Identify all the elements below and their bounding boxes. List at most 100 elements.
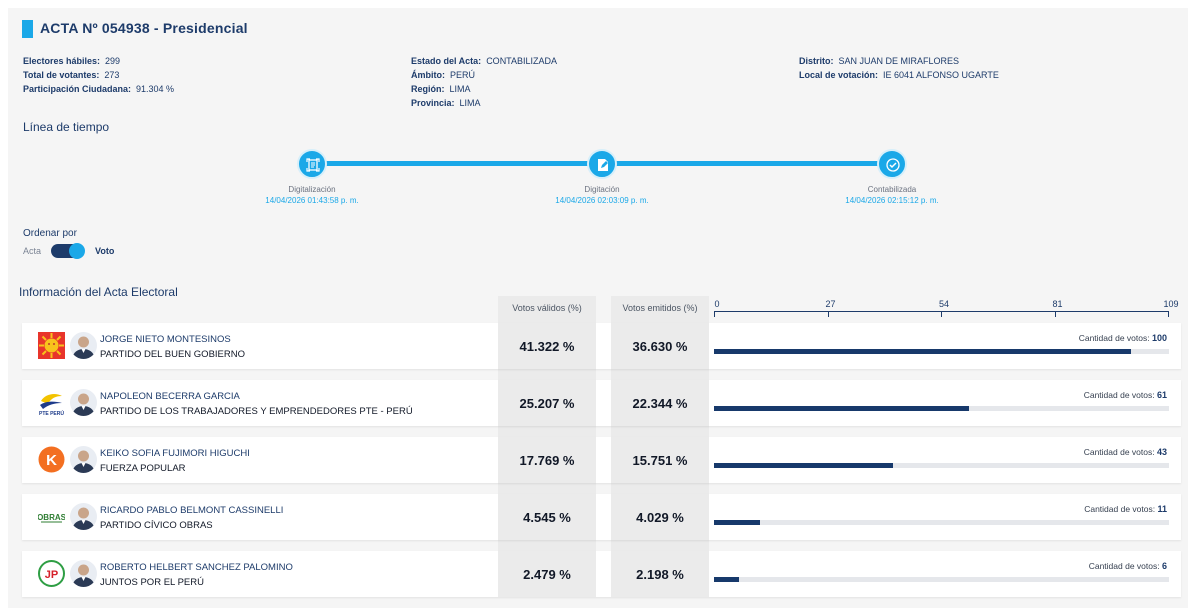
votes-bar-track — [714, 349, 1169, 354]
axis-tick-label: 54 — [938, 299, 950, 309]
candidate-name[interactable]: ROBERTO HELBERT SANCHEZ PALOMINO — [100, 562, 293, 573]
scan-document-icon — [306, 158, 320, 172]
info-row: Electores hábiles: 299 — [23, 56, 121, 66]
svg-text:OBRAS: OBRAS — [38, 513, 65, 522]
valid-percent: 2.479 % — [523, 567, 571, 582]
pte-party-logo: PTE PERÚ — [39, 393, 64, 417]
party-name: FUERZA POPULAR — [100, 463, 186, 474]
sort-option-voto[interactable]: Voto — [95, 246, 115, 256]
candidate-name[interactable]: KEIKO SOFIA FUJIMORI HIGUCHI — [100, 448, 250, 459]
info-row: Ámbito: PERÚ — [411, 70, 476, 80]
title-accent — [22, 20, 33, 38]
votes-bar — [714, 577, 740, 582]
emitted-cell-bg — [611, 551, 709, 597]
candidate-photo-icon — [72, 393, 95, 416]
info-row: Estado del Acta: CONTABILIZADA — [411, 56, 558, 66]
info-row: Distrito: SAN JUAN DE MIRAFLORES — [799, 56, 960, 66]
sort-option-acta[interactable]: Acta — [23, 246, 42, 256]
votes-bar-track — [714, 406, 1169, 411]
candidate-row[interactable]: PTE PERÚ NAPOLEON BECERRA GARCIA PARTIDO D… — [22, 380, 1181, 426]
votes-bar — [714, 406, 969, 411]
toggle-knob — [69, 243, 85, 259]
party-logo: OBRAS — [37, 503, 67, 530]
votes-count: Cantidad de votos: 11 — [1084, 504, 1167, 514]
info-row: Provincia: LIMA — [411, 98, 481, 108]
info-row: Participación Ciudadana: 91.304 % — [23, 84, 175, 94]
candidate-photo-icon — [72, 564, 95, 587]
party-logo: PTE PERÚ — [38, 389, 65, 417]
sort-label: Ordenar por — [23, 228, 77, 239]
candidate-name[interactable]: JORGE NIETO MONTESINOS — [100, 334, 231, 345]
col-header-emitted: Votos emitidos (%) — [622, 303, 698, 313]
svg-text:JP: JP — [45, 569, 58, 581]
candidate-row[interactable]: OBRAS RICARDO PABLO BELMONT CASSINELLI PAR… — [22, 494, 1181, 540]
svg-text:K: K — [46, 452, 57, 469]
timeline-title: Línea de tiempo — [23, 120, 110, 134]
timeline-step-digitacion — [587, 149, 617, 179]
votes-bar-track — [714, 577, 1169, 582]
emitted-percent: 4.029 % — [636, 510, 684, 525]
emitted-percent: 36.630 % — [632, 339, 688, 354]
votes-count: Cantidad de votos: 61 — [1083, 390, 1167, 400]
timeline-label-1: Digitalización 14/04/2026 01:43:58 p. m. — [265, 185, 359, 205]
col-header-valid: Votos válidos (%) — [512, 303, 582, 313]
info-column-2: Estado del Acta: CONTABILIZADA Ámbito: PER… — [411, 54, 557, 110]
info-row: Local de votación: IE 6041 ALFONSO UGARTE — [799, 70, 999, 80]
timeline-step-contabilizada — [877, 149, 907, 179]
sort-toggle[interactable] — [51, 243, 85, 259]
emitted-cell-bg — [611, 380, 709, 426]
votes-count: Cantidad de votos: 6 — [1088, 561, 1167, 571]
party-name: JUNTOS POR EL PERÚ — [100, 577, 204, 588]
candidate-row[interactable]: JP ROBERTO HELBERT SANCHEZ PALOMINO JUNTOS… — [22, 551, 1181, 597]
party-logo: K — [38, 446, 65, 473]
valid-percent: 25.207 % — [519, 396, 575, 411]
timeline-label-2: Digitación 14/04/2026 02:03:09 p. m. — [555, 185, 649, 205]
axis-tick — [714, 311, 715, 317]
valid-percent: 41.322 % — [519, 339, 575, 354]
info-column-3: Distrito: SAN JUAN DE MIRAFLORES Local de… — [799, 54, 999, 82]
emitted-cell-bg — [611, 437, 709, 483]
axis-tick-label: 0 — [714, 299, 720, 309]
info-row: Total de votantes: 273 — [23, 70, 120, 80]
votes-bar — [714, 349, 1132, 354]
edit-document-icon — [598, 159, 608, 171]
votes-bar — [714, 520, 760, 525]
candidate-photo — [70, 446, 97, 473]
axis-tick — [1168, 311, 1169, 317]
valid-percent: 17.769 % — [519, 453, 575, 468]
emitted-cell-bg — [611, 494, 709, 540]
valid-cell-bg — [498, 494, 596, 540]
votes-bar-track — [714, 463, 1169, 468]
info-row: Región: LIMA — [411, 84, 471, 94]
axis-tick-label: 27 — [825, 299, 836, 309]
emitted-percent: 15.751 % — [632, 453, 688, 468]
obras-party-logo: OBRAS — [37, 513, 67, 523]
candidate-name[interactable]: NAPOLEON BECERRA GARCIA — [100, 391, 240, 402]
candidate-photo-icon — [72, 336, 95, 359]
candidate-photo — [70, 389, 97, 416]
jp-party-logo: JP — [38, 560, 65, 587]
candidate-row[interactable]: JORGE NIETO MONTESINOS PARTIDO DEL BUEN G… — [22, 323, 1181, 369]
party-name: PARTIDO CÍVICO OBRAS — [100, 520, 213, 531]
results-title: Información del Acta Electoral — [19, 285, 178, 299]
candidate-photo — [70, 503, 97, 530]
emitted-percent: 22.344 % — [632, 396, 688, 411]
axis-tick — [827, 311, 829, 317]
candidate-name[interactable]: RICARDO PABLO BELMONT CASSINELLI — [100, 505, 284, 516]
emitted-percent: 2.198 % — [636, 567, 684, 582]
page-title: ACTA Nº 054938 - Presidencial — [40, 20, 248, 36]
party-logo — [38, 332, 65, 359]
info-column-1: Electores hábiles: 299 Total de votantes:… — [23, 54, 174, 96]
valid-cell-bg — [498, 380, 596, 426]
svg-text:PTE PERÚ: PTE PERÚ — [39, 410, 64, 416]
valid-cell-bg — [498, 551, 596, 597]
emitted-cell-bg — [611, 323, 709, 369]
valid-cell-bg — [498, 437, 596, 483]
axis-tick-label: 109 — [1163, 299, 1179, 309]
check-circle-icon — [886, 158, 900, 172]
timeline-step-digitalizacion — [297, 149, 327, 179]
sun-party-logo — [38, 332, 65, 359]
candidate-row[interactable]: K KEIKO SOFIA FUJIMORI HIGUCHI FUERZA POPU… — [22, 437, 1181, 483]
votes-count: Cantidad de votos: 43 — [1083, 447, 1167, 457]
axis-tick — [941, 311, 942, 317]
